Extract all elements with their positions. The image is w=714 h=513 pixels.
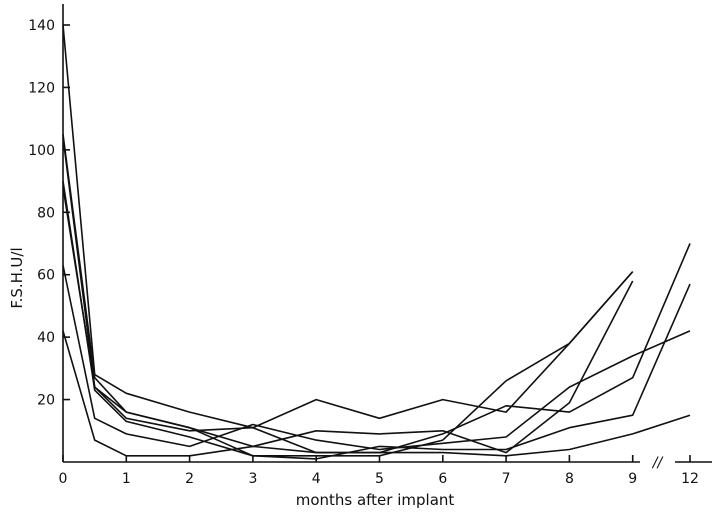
y-tick-label: 60 [37,268,55,284]
x-tick-label: 0 [59,471,68,487]
series-line-4 [62,187,691,454]
x-tick-label: 2 [185,471,194,487]
y-tick-label: 40 [37,330,55,346]
x-tick-label: 3 [248,471,257,487]
y-axis-title: F.S.H.U/l [8,247,26,308]
series-group [62,24,691,460]
axes [62,4,712,463]
series-line-2 [62,134,634,457]
y-ticks: 20 40 60 80 100 120 140 [28,18,70,409]
y-tick-label: 100 [28,143,55,159]
x-tick-label: 12 [681,471,699,487]
axis-break-mark: // [651,455,664,471]
series-line-1 [62,24,634,429]
x-tick-label: 5 [375,471,384,487]
x-tick-label: 1 [122,471,131,487]
series-line-7 [62,330,691,457]
x-tick-label: 6 [438,471,447,487]
series-line-3 [62,137,634,454]
x-tick-label: 8 [565,471,574,487]
x-axis-title: months after implant [296,491,455,509]
y-tick-label: 120 [28,80,55,96]
y-tick-label: 140 [28,18,55,34]
series-line-6 [62,265,691,451]
x-ticks: 0 1 2 3 4 5 6 7 8 9 12 [59,455,699,487]
x-tick-label: 9 [628,471,637,487]
x-tick-label: 4 [312,471,321,487]
y-tick-label: 80 [37,205,55,221]
x-tick-label: 7 [502,471,511,487]
y-tick-label: 20 [37,393,55,409]
